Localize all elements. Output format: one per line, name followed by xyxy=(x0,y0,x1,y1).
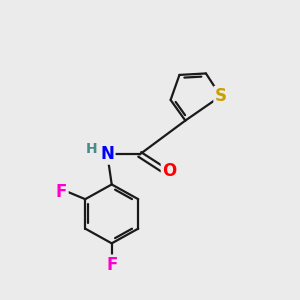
Text: N: N xyxy=(100,146,114,164)
Text: F: F xyxy=(56,183,68,201)
Text: H: H xyxy=(85,142,97,156)
Text: F: F xyxy=(106,256,117,274)
Text: S: S xyxy=(215,87,227,105)
Text: O: O xyxy=(162,162,176,180)
